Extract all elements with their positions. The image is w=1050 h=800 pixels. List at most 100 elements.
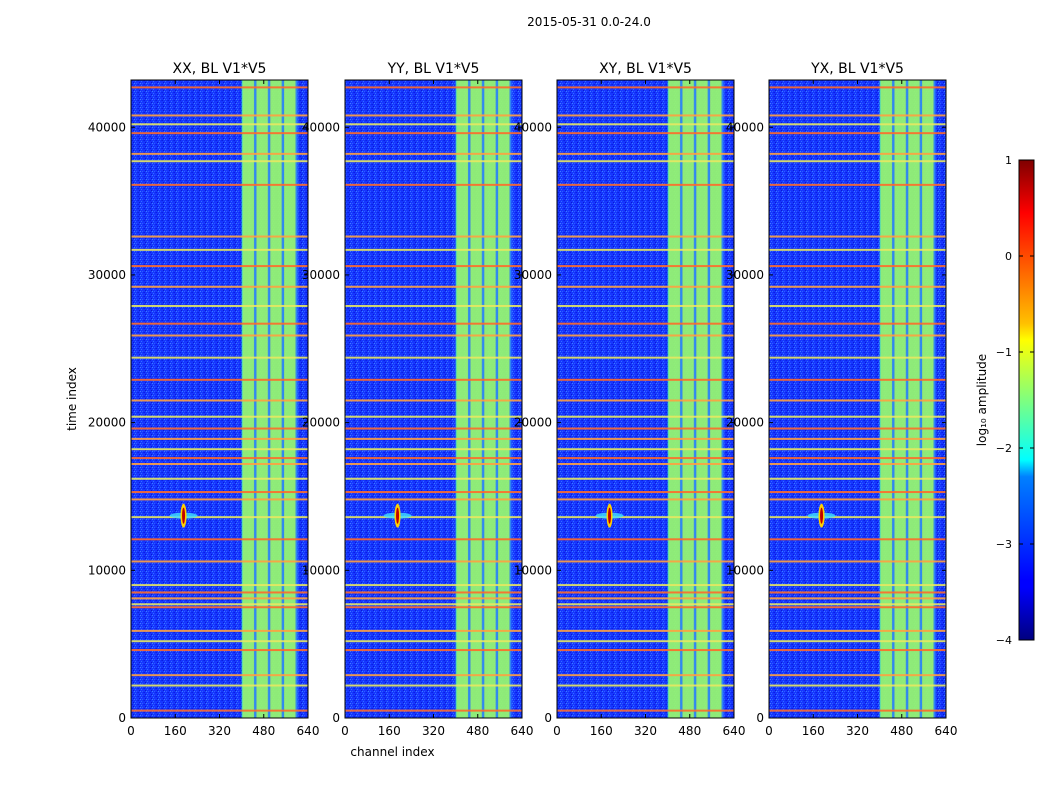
- colorbar-ticks: 1 0 −1 −2 −3 −4: [996, 154, 1034, 647]
- x-tick-label: 160: [802, 724, 825, 738]
- x-tick-label: 640: [723, 724, 746, 738]
- x-tick-label: 160: [590, 724, 613, 738]
- band-gap: [679, 80, 683, 718]
- band-stripe: [922, 80, 935, 718]
- rfi-line: [131, 132, 308, 135]
- colorbar-tick-label: −1: [996, 346, 1012, 359]
- y-tick-label: 0: [118, 711, 126, 725]
- rfi-line: [557, 334, 734, 337]
- rfi-line: [769, 322, 946, 325]
- point-source-peak: [820, 507, 824, 524]
- y-tick-label: 40000: [302, 120, 340, 134]
- band-stripe: [498, 80, 511, 718]
- rfi-line: [557, 114, 734, 117]
- rfi-line: [131, 265, 308, 268]
- rfi-line: [557, 265, 734, 268]
- rfi-line: [769, 462, 946, 465]
- rfi-line: [769, 183, 946, 186]
- rfi-line: [557, 584, 734, 587]
- rfi-line: [769, 437, 946, 440]
- rfi-line: [769, 114, 946, 117]
- x-tick-label: 320: [634, 724, 657, 738]
- rfi-line: [769, 498, 946, 501]
- y-tick-label: 0: [544, 711, 552, 725]
- rfi-line: [557, 248, 734, 251]
- rfi-line: [131, 304, 308, 307]
- rfi-line: [769, 640, 946, 643]
- rfi-line: [345, 183, 522, 186]
- rfi-line: [131, 415, 308, 418]
- rfi-line: [131, 591, 308, 594]
- rfi-line: [131, 516, 308, 519]
- heatmap-panel-1: YY, BL V1*V5 0 160 320 480 640 0 10000 20000 3000…: [302, 61, 534, 759]
- rfi-line: [769, 516, 946, 519]
- rfi-line: [131, 597, 308, 600]
- rfi-line: [131, 322, 308, 325]
- rfi-line: [557, 603, 734, 606]
- rfi-line: [557, 132, 734, 135]
- band-stripe: [710, 80, 723, 718]
- rfi-line: [131, 603, 308, 606]
- rfi-line: [345, 584, 522, 587]
- band-gap: [495, 80, 499, 718]
- rfi-line: [345, 248, 522, 251]
- rfi-line: [769, 448, 946, 451]
- rfi-line: [345, 516, 522, 519]
- y-tick-label: 40000: [88, 120, 126, 134]
- rfi-line: [769, 123, 946, 126]
- rfi-line: [131, 584, 308, 587]
- rfi-line: [769, 248, 946, 251]
- rfi-line: [131, 709, 308, 712]
- y-tick-label: 10000: [726, 563, 764, 577]
- rfi-line: [345, 427, 522, 430]
- rfi-line: [131, 248, 308, 251]
- rfi-line: [557, 516, 734, 519]
- x-tick-label: 480: [252, 724, 275, 738]
- rfi-line: [345, 538, 522, 541]
- rfi-line: [769, 304, 946, 307]
- rfi-line: [557, 399, 734, 402]
- rfi-line: [557, 629, 734, 632]
- band-gap: [467, 80, 471, 718]
- rfi-line: [345, 629, 522, 632]
- band-stripe: [470, 80, 483, 718]
- band-stripe: [284, 80, 297, 718]
- rfi-line: [769, 584, 946, 587]
- band-gap: [707, 80, 711, 718]
- band-gap: [253, 80, 257, 718]
- rfi-line: [345, 322, 522, 325]
- rfi-line: [131, 235, 308, 238]
- x-tick-label: 0: [127, 724, 135, 738]
- y-tick-label: 0: [756, 711, 764, 725]
- rfi-line: [131, 606, 308, 609]
- y-tick-label: 30000: [726, 268, 764, 282]
- rfi-line: [769, 560, 946, 563]
- rfi-line: [769, 457, 946, 460]
- colorbar-tick-label: 1: [1005, 154, 1012, 167]
- rfi-line: [131, 86, 308, 89]
- rfi-line: [131, 427, 308, 430]
- rfi-line: [345, 265, 522, 268]
- rfi-line: [131, 399, 308, 402]
- rfi-line: [557, 356, 734, 359]
- x-tick-label: 480: [890, 724, 913, 738]
- rfi-line: [345, 132, 522, 135]
- y-tick-label: 10000: [302, 563, 340, 577]
- y-tick-label: 10000: [88, 563, 126, 577]
- rfi-line: [557, 86, 734, 89]
- band-stripe: [270, 80, 283, 718]
- band-stripe: [894, 80, 907, 718]
- colorbar: 1 0 −1 −2 −3 −4 log₁₀ amplitude: [975, 154, 1035, 647]
- rfi-line: [557, 606, 734, 609]
- point-source-peak: [608, 507, 612, 524]
- rfi-line: [131, 457, 308, 460]
- rfi-line: [345, 457, 522, 460]
- rfi-line: [769, 235, 946, 238]
- rfi-line: [557, 415, 734, 418]
- rfi-line: [345, 285, 522, 288]
- band-stripe: [696, 80, 709, 718]
- y-tick-label: 20000: [88, 416, 126, 430]
- figure-suptitle: 2015-05-31 0.0-24.0: [527, 15, 651, 29]
- x-tick-label: 640: [511, 724, 534, 738]
